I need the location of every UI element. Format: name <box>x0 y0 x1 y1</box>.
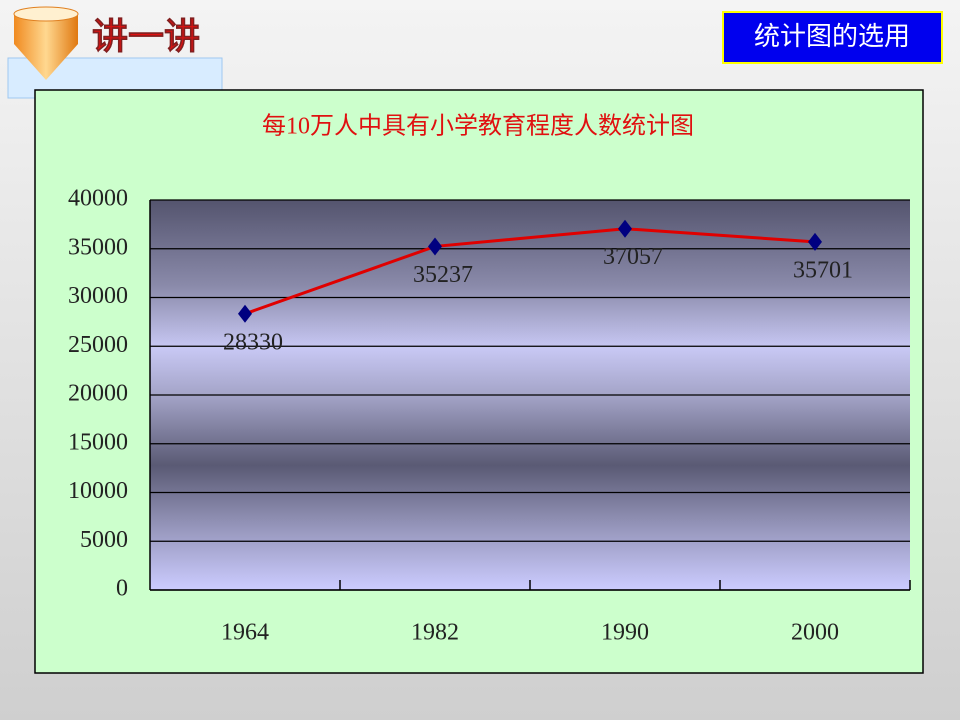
y-tick-label: 40000 <box>68 186 128 212</box>
x-tick-label: 1964 <box>221 620 269 646</box>
y-tick-label: 25000 <box>68 332 128 358</box>
data-marker <box>618 219 632 238</box>
data-label: 35237 <box>413 262 473 288</box>
y-tick-label: 0 <box>116 576 128 602</box>
data-label: 37057 <box>603 244 663 270</box>
x-tick-label: 1982 <box>411 620 459 646</box>
x-tick-label: 1990 <box>601 620 649 646</box>
header-icon-top <box>13 6 79 22</box>
data-marker <box>428 237 442 256</box>
data-label: 35701 <box>793 257 853 283</box>
header-title: 讲一讲 <box>92 16 200 56</box>
badge-text: 统计图的选用 <box>754 22 910 51</box>
chart-title: 每10万人中具有小学教育程度人数统计图 <box>262 113 694 140</box>
y-tick-label: 30000 <box>68 283 128 309</box>
y-tick-label: 15000 <box>68 429 128 455</box>
data-label: 28330 <box>223 329 283 355</box>
data-line <box>244 227 816 316</box>
badge <box>722 11 943 64</box>
y-tick-label: 20000 <box>68 381 128 407</box>
y-tick-label: 10000 <box>68 478 128 504</box>
y-tick-label: 35000 <box>68 234 128 260</box>
data-marker <box>808 232 822 251</box>
header-icon <box>14 14 78 80</box>
y-tick-label: 5000 <box>80 527 128 553</box>
data-marker <box>238 304 252 323</box>
x-tick-label: 2000 <box>791 620 839 646</box>
